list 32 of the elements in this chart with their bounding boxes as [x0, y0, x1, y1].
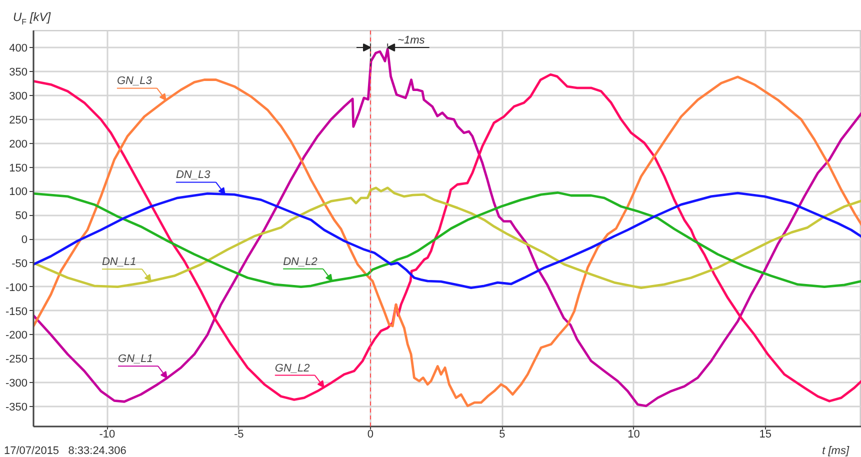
series-label: GN_L3 [116, 75, 153, 88]
y-tick-label: 250 [9, 114, 28, 126]
text: 17/07/2015 8:33:24.306 [4, 445, 126, 457]
series-label: DN_L2 [283, 256, 318, 268]
x-tick-label: 10 [628, 428, 640, 440]
x-tick-label: -10 [99, 428, 116, 440]
annotation: ~1ms [398, 34, 426, 46]
y-tick-label: 100 [9, 186, 28, 198]
series-label: GN_L1 [118, 353, 153, 366]
y-tick-label: -50 [12, 258, 28, 270]
x-tick-label: 15 [759, 428, 772, 440]
y-tick-label: 350 [9, 66, 28, 79]
y-tick-label: -150 [5, 306, 28, 318]
y-tick-label: 150 [9, 162, 28, 174]
x-tick-label: 5 [499, 428, 506, 440]
y-tick-label: -200 [5, 330, 28, 342]
y-tick-label: -300 [5, 378, 28, 390]
y-tick-label: 0 [21, 234, 28, 246]
x-tick-label: 0 [367, 428, 374, 440]
series-label: DN_L3 [176, 169, 212, 182]
y-tick-label: -350 [5, 401, 28, 414]
y-tick-label: 200 [9, 138, 28, 150]
y-axis-title: U$_{F}$ [kV] [13, 10, 51, 26]
x-tick-label: -5 [234, 428, 244, 440]
x-axis-title: t [ms] [822, 445, 849, 457]
y-tick-label: -100 [5, 282, 28, 294]
y-tick-label: 50 [15, 210, 28, 222]
series-label: DN_L1 [102, 256, 136, 268]
y-tick-label: -250 [5, 354, 28, 366]
y-tick-label: 300 [9, 90, 28, 103]
y-tick-label: 400 [9, 42, 28, 55]
series-label: GN_L2 [274, 362, 310, 374]
